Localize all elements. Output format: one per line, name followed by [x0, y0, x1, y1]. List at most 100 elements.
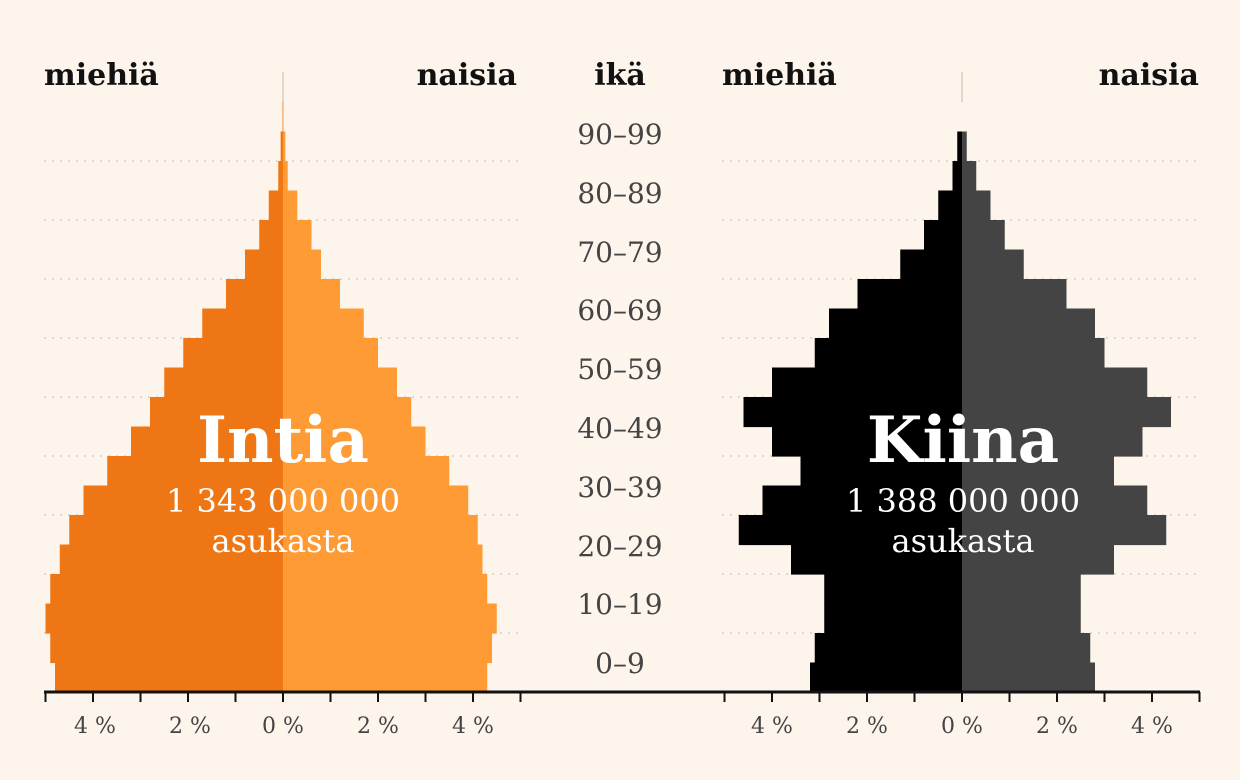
india-men-bar-5 — [69, 515, 283, 546]
china-men-bar-3 — [824, 574, 962, 605]
china-men-bar-17 — [952, 161, 962, 192]
india-women-bar-16 — [283, 190, 298, 221]
india-men-bar-3 — [50, 574, 283, 605]
india-men-bar-2 — [45, 603, 283, 634]
india-men-bar-11 — [183, 338, 283, 369]
age-label-60: 60–69 — [577, 294, 662, 327]
india-men-bar-15 — [259, 220, 283, 251]
china-population-unit: asukasta — [892, 522, 1035, 560]
china-men-bar-7 — [800, 456, 962, 487]
china-men-bar-13 — [857, 279, 962, 310]
china-men-bar-4 — [791, 544, 962, 575]
india-population-unit: asukasta — [212, 522, 355, 560]
age-label-70: 70–79 — [577, 236, 662, 269]
india-men-bar-7 — [107, 456, 283, 487]
china-women-bar-2 — [962, 603, 1081, 634]
age-label-50: 50–59 — [577, 353, 662, 386]
india-men-bar-1 — [50, 633, 283, 664]
india-men-bar-17 — [278, 161, 283, 192]
india-women-bar-18 — [283, 131, 286, 162]
india-women-header: naisia — [417, 58, 517, 93]
china-women-bar-8 — [962, 426, 1143, 457]
china-men-bar-1 — [814, 633, 962, 664]
axes — [44, 690, 1201, 702]
china-men-bar-8 — [772, 426, 962, 457]
china-women-bar-6 — [962, 485, 1148, 516]
age-label-80: 80–89 — [577, 177, 662, 210]
india-women-bar-7 — [283, 456, 450, 487]
age-label-90: 90–99 — [577, 118, 662, 151]
india-women-bar-10 — [283, 367, 397, 398]
china-tick-men-2: 2 % — [846, 714, 888, 739]
china-men-bar-2 — [824, 603, 962, 634]
age-label-20: 20–29 — [577, 530, 662, 563]
india-women-bar-4 — [283, 544, 483, 575]
china-women-bar-12 — [962, 308, 1095, 339]
china-men-bar-15 — [924, 220, 962, 251]
india-women-bar-9 — [283, 397, 412, 428]
india-men-bar-6 — [83, 485, 283, 516]
age-label-30: 30–39 — [577, 471, 662, 504]
india-tick-0: 0 % — [262, 714, 304, 739]
india-women-bar-15 — [283, 220, 312, 251]
china-men-bar-9 — [743, 397, 962, 428]
india-tick-men-2: 2 % — [169, 714, 211, 739]
india-women-bar-12 — [283, 308, 364, 339]
india-women-bar-8 — [283, 426, 426, 457]
china-men-bar-6 — [762, 485, 962, 516]
age-label-0: 0–9 — [595, 647, 645, 680]
china-women-header: naisia — [1099, 58, 1199, 93]
china-men-bar-10 — [772, 367, 962, 398]
india-men-bar-12 — [202, 308, 283, 339]
china-women-bar-9 — [962, 397, 1171, 428]
india-women-bar-6 — [283, 485, 469, 516]
age-label-10: 10–19 — [577, 588, 662, 621]
india-men-bar-14 — [245, 249, 283, 280]
china-men-bar-0 — [810, 662, 962, 693]
india-women-bar-2 — [283, 603, 497, 634]
china-women-bar-15 — [962, 220, 1005, 251]
bars — [45, 72, 1171, 693]
china-men-bar-16 — [938, 190, 962, 221]
india-men-bar-10 — [164, 367, 283, 398]
china-men-bar-14 — [900, 249, 962, 280]
china-women-bar-14 — [962, 249, 1024, 280]
india-women-bar-13 — [283, 279, 340, 310]
age-header: ikä — [594, 58, 646, 93]
china-men-bar-18 — [957, 131, 962, 162]
india-women-bar-14 — [283, 249, 321, 280]
india-women-bar-11 — [283, 338, 378, 369]
china-women-bar-5 — [962, 515, 1167, 546]
india-women-bar-5 — [283, 515, 478, 546]
china-tick-women-4: 4 % — [1131, 714, 1173, 739]
china-population: 1 388 000 000 — [846, 482, 1080, 520]
india-tick-men-4: 4 % — [74, 714, 116, 739]
india-population: 1 343 000 000 — [166, 482, 400, 520]
india-women-bar-1 — [283, 633, 492, 664]
china-men-bar-5 — [738, 515, 962, 546]
china-men-header: miehiä — [722, 58, 837, 93]
china-men-bar-12 — [829, 308, 962, 339]
china-women-bar-7 — [962, 456, 1114, 487]
india-tick-women-4: 4 % — [452, 714, 494, 739]
india-women-bar-0 — [283, 662, 488, 693]
china-women-bar-18 — [962, 131, 967, 162]
india-men-bar-13 — [226, 279, 283, 310]
india-men-bar-18 — [280, 131, 283, 162]
india-men-bar-16 — [268, 190, 283, 221]
china-tick-0: 0 % — [941, 714, 983, 739]
china-women-bar-10 — [962, 367, 1148, 398]
china-women-bar-1 — [962, 633, 1091, 664]
age-label-40: 40–49 — [577, 412, 662, 445]
india-country-name: Intia — [197, 403, 369, 478]
china-women-bar-11 — [962, 338, 1105, 369]
india-men-bar-4 — [59, 544, 283, 575]
india-tick-women-2: 2 % — [357, 714, 399, 739]
china-tick-men-4: 4 % — [751, 714, 793, 739]
china-women-bar-0 — [962, 662, 1095, 693]
india-men-bar-0 — [55, 662, 283, 693]
china-tick-women-2: 2 % — [1036, 714, 1078, 739]
india-women-bar-17 — [283, 161, 288, 192]
india-women-bar-3 — [283, 574, 488, 605]
